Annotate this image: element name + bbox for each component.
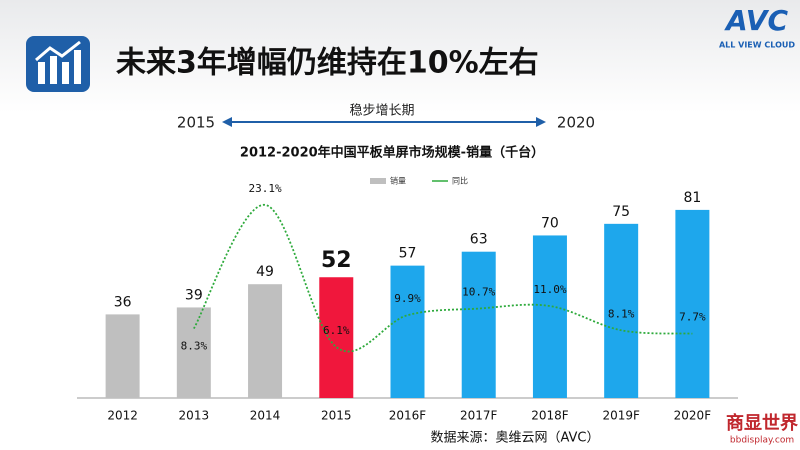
bar bbox=[105, 314, 140, 398]
x-tick-label: 2014 bbox=[250, 409, 281, 423]
slide-title: 未来3年增幅仍维持在10%左右 bbox=[116, 46, 539, 81]
logo: AVC bbox=[724, 4, 788, 37]
x-tick-label: 2016F bbox=[389, 409, 427, 423]
line-value-label: 10.7% bbox=[462, 286, 495, 299]
bar-value-label: 36 bbox=[114, 294, 132, 310]
bar bbox=[176, 307, 211, 398]
bar bbox=[390, 265, 425, 398]
bar-value-label: 81 bbox=[683, 190, 701, 206]
line-value-label: 8.3% bbox=[181, 340, 208, 353]
bar-value-label: 52 bbox=[321, 248, 352, 273]
bar-value-label: 49 bbox=[256, 264, 274, 280]
x-tick-label: 2019F bbox=[602, 409, 640, 423]
line-value-label: 7.7% bbox=[679, 311, 706, 324]
x-tick-label: 2012 bbox=[107, 409, 138, 423]
timeline-label: 稳步增长期 bbox=[349, 103, 414, 119]
line-value-label: 23.1% bbox=[248, 182, 281, 195]
bar bbox=[461, 251, 496, 398]
bar-value-label: 75 bbox=[612, 204, 630, 220]
x-tick-label: 2017F bbox=[460, 409, 498, 423]
bar bbox=[319, 277, 354, 398]
x-tick-label: 2018F bbox=[531, 409, 569, 423]
x-tick-label: 2015 bbox=[321, 409, 352, 423]
timeline-start: 2015 bbox=[177, 114, 215, 132]
line-value-label: 8.1% bbox=[608, 307, 635, 320]
bar bbox=[604, 223, 639, 398]
bar bbox=[675, 209, 710, 398]
bar-value-label: 70 bbox=[541, 215, 559, 231]
chart-title: 2012-2020年中国平板单屏市场规模-销量（千台） bbox=[240, 145, 544, 161]
timeline-end: 2020 bbox=[557, 114, 595, 132]
x-tick-label: 2013 bbox=[179, 409, 210, 423]
line-value-label: 6.1% bbox=[323, 324, 350, 337]
logo-subtitle: ALL VIEW CLOUD bbox=[719, 41, 795, 50]
watermark-title: 商显世界 bbox=[726, 412, 798, 434]
line-value-label: 11.0% bbox=[533, 283, 566, 296]
bar-value-label: 39 bbox=[185, 287, 203, 303]
legend-label: 同比 bbox=[452, 176, 468, 186]
header-icon bbox=[26, 36, 90, 92]
bar-value-label: 63 bbox=[470, 232, 488, 248]
legend-swatch bbox=[370, 178, 386, 184]
source: 数据来源：奥维云网（AVC） bbox=[430, 431, 599, 446]
timeline-arrow bbox=[222, 117, 546, 127]
x-tick-label: 2020F bbox=[674, 409, 712, 423]
legend-label: 销量 bbox=[390, 176, 406, 186]
bar-value-label: 57 bbox=[399, 246, 417, 262]
line-value-label: 9.9% bbox=[394, 292, 421, 305]
watermark-url: bbdisplay.com bbox=[730, 436, 794, 446]
bar bbox=[532, 235, 567, 398]
bar bbox=[248, 284, 283, 398]
